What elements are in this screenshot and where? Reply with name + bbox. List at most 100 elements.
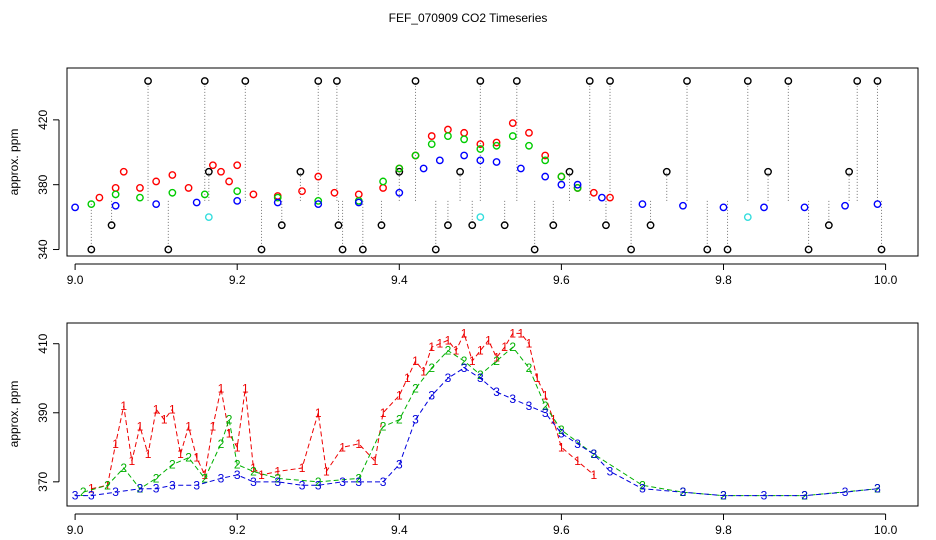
data-point-label: 1 [469, 354, 476, 368]
data-point-label: 1 [234, 440, 241, 454]
data-point [379, 184, 387, 192]
data-point-label: 3 [234, 468, 241, 482]
data-point-label: 1 [153, 402, 160, 416]
data-point [512, 77, 521, 85]
data-point [679, 201, 687, 210]
data-point-label: 1 [477, 344, 484, 358]
top-x-tick-label: 10.0 [874, 273, 898, 287]
top-x-tick-label: 9.4 [391, 273, 408, 287]
data-point [500, 221, 509, 230]
data-point [492, 138, 501, 147]
data-point [877, 245, 886, 254]
data-point [476, 140, 485, 149]
top-series-raw [87, 77, 886, 254]
top-x-tick-label: 9.8 [715, 273, 732, 287]
data-point [565, 167, 574, 176]
data-point-label: 3 [639, 482, 646, 496]
data-point [107, 221, 116, 230]
data-point-label: 1 [526, 337, 533, 351]
data-point [217, 167, 225, 176]
data-point [395, 167, 404, 176]
data-point [476, 213, 485, 222]
data-point-label: 1 [518, 326, 525, 340]
data-point [314, 77, 323, 85]
data-point-label: 3 [607, 464, 614, 478]
data-point-label: 1 [250, 461, 257, 475]
data-point [508, 132, 517, 140]
data-point-label: 1 [436, 337, 443, 351]
data-point-label: 1 [210, 420, 217, 434]
data-point [233, 187, 242, 196]
data-point-label: 1 [445, 333, 452, 347]
data-point [136, 184, 144, 192]
data-point-label: 2 [80, 485, 87, 499]
data-point [111, 190, 120, 199]
data-point [508, 119, 517, 128]
data-point-label: 3 [874, 482, 881, 496]
data-point-label: 3 [761, 489, 768, 503]
data-point [585, 77, 594, 85]
data-point-label: 2 [639, 478, 646, 492]
data-point-label: 1 [315, 406, 322, 420]
data-point-label: 1 [185, 420, 192, 434]
data-point [277, 221, 286, 230]
data-point [419, 164, 428, 173]
data-point [662, 167, 671, 176]
data-point [249, 190, 258, 199]
data-point [332, 77, 341, 85]
bottom-x-tick-label: 10.0 [874, 523, 898, 537]
data-point-label: 2 [234, 458, 241, 472]
data-point [760, 203, 768, 212]
data-point [411, 77, 420, 85]
top-x-tick-label: 9.6 [553, 273, 570, 287]
data-point-label: 3 [72, 489, 79, 503]
data-point [541, 172, 550, 181]
data-point [606, 193, 614, 202]
data-point [589, 188, 598, 197]
data-point [71, 203, 80, 212]
data-point [723, 245, 732, 254]
data-point-label: 2 [477, 368, 484, 382]
data-point [516, 164, 525, 173]
data-point-label: 1 [169, 402, 176, 416]
data-point-label: 2 [558, 423, 565, 437]
data-point [468, 221, 477, 230]
data-point [460, 151, 469, 160]
data-point-label: 1 [355, 437, 362, 451]
data-point [764, 167, 772, 176]
data-point-label: 1 [193, 451, 200, 465]
data-point [427, 132, 436, 140]
data-point [87, 200, 96, 209]
data-point-label: 3 [493, 385, 500, 399]
data-point-label: 1 [242, 382, 249, 396]
data-point [530, 245, 539, 254]
data-point [330, 188, 339, 197]
data-point-label: 1 [590, 468, 597, 482]
data-point-label: 3 [461, 361, 468, 375]
bottom-x-tick-label: 9.8 [715, 523, 732, 537]
data-point-label: 3 [509, 392, 516, 406]
data-point-label: 1 [128, 454, 135, 468]
data-point-label: 2 [493, 354, 500, 368]
data-point-label: 3 [558, 426, 565, 440]
data-point-label: 2 [509, 340, 516, 354]
data-point-label: 1 [550, 413, 557, 427]
data-point-label: 3 [315, 478, 322, 492]
data-point-label: 2 [874, 482, 881, 496]
top-y-tick-label: 340 [36, 239, 50, 259]
data-point-label: 1 [380, 406, 387, 420]
data-point-label: 3 [218, 471, 225, 485]
data-point [784, 77, 793, 85]
data-point [557, 172, 566, 181]
data-point-label: 1 [145, 447, 152, 461]
data-point-label: 3 [137, 482, 144, 496]
data-point [241, 77, 250, 85]
data-point-label: 3 [680, 485, 687, 499]
data-point-label: 3 [355, 475, 362, 489]
data-point [204, 167, 213, 176]
top-panel: 9.0 9.2 9.4 9.6 9.8 10.0 340 380 420 approx. pp… [7, 67, 919, 287]
